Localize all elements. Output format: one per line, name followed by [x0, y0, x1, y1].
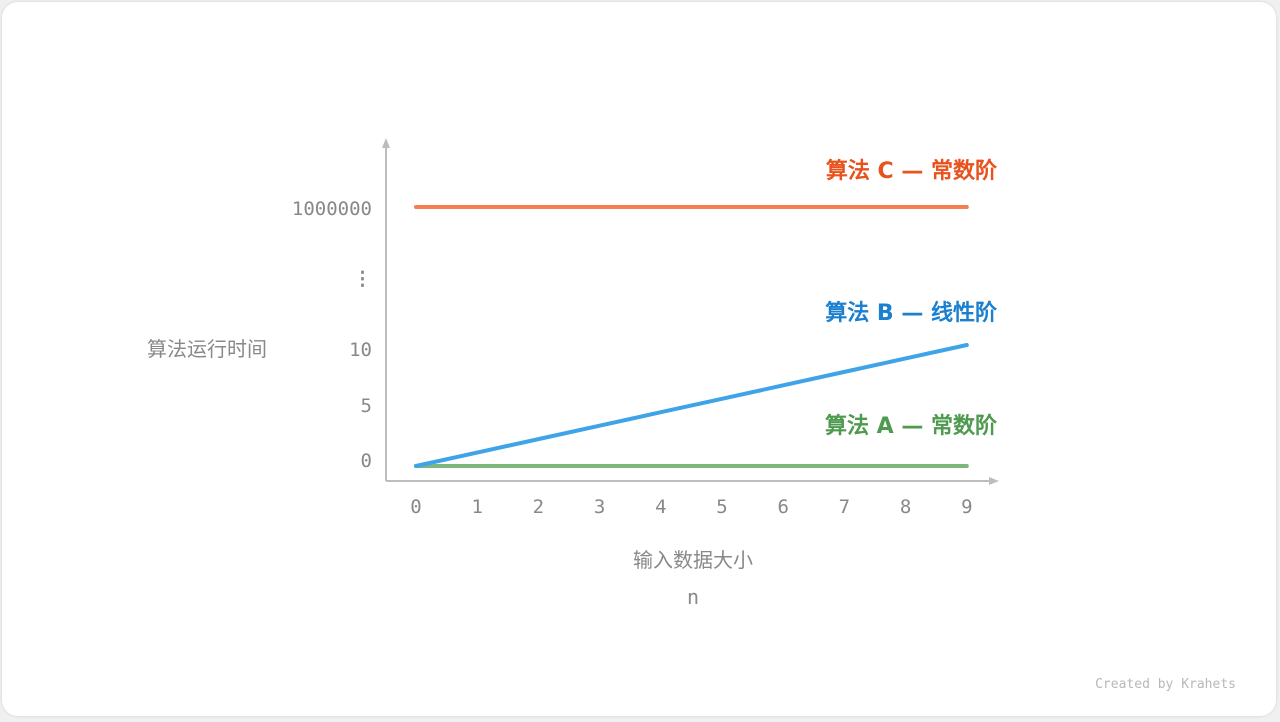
x-tick-label: 6	[777, 496, 788, 518]
y-axis	[382, 138, 390, 481]
x-tick-label: 5	[716, 496, 727, 518]
y-tick-label: 1000000	[292, 198, 372, 220]
x-tick-label: 2	[533, 496, 544, 518]
x-tick-label: 3	[594, 496, 605, 518]
x-tick-label: 1	[471, 496, 482, 518]
series-label-2: 算法 C — 常数阶	[826, 158, 998, 184]
y-tick-label: 5	[361, 395, 372, 417]
y-tick-label: 10	[349, 339, 372, 361]
y-axis-arrow-icon	[382, 138, 390, 148]
x-tick-label: 9	[961, 496, 972, 518]
x-axis-arrow-icon	[989, 477, 999, 485]
x-tick-label: 0	[410, 496, 421, 518]
x-tick-label: 4	[655, 496, 666, 518]
x-axis-symbol: n	[687, 585, 699, 609]
series-label-1: 算法 B — 线性阶	[825, 300, 998, 326]
y-tick-label: ⋮	[353, 268, 372, 290]
x-tick-label: 7	[839, 496, 850, 518]
series-line-1	[414, 343, 969, 468]
x-axis-label: 输入数据大小	[633, 548, 753, 572]
x-axis	[386, 477, 999, 485]
credit-text: Created by Krahets	[1095, 677, 1236, 692]
y-tick-label: 0	[361, 450, 372, 472]
y-axis-label: 算法运行时间	[147, 337, 267, 361]
x-tick-label: 8	[900, 496, 911, 518]
series-label-0: 算法 A — 常数阶	[825, 413, 998, 439]
